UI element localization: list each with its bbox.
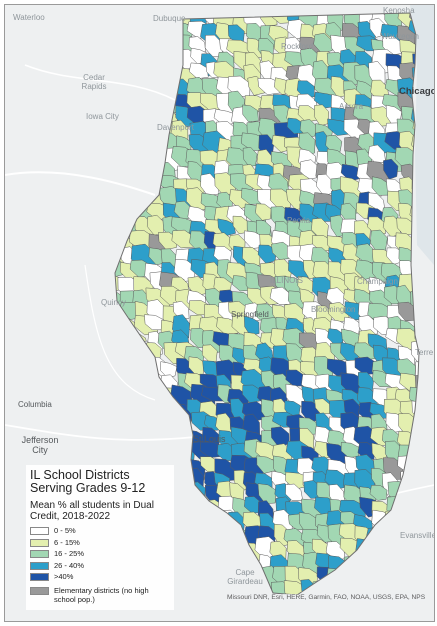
district-polygon[interactable]: [257, 483, 277, 504]
district-polygon[interactable]: [242, 246, 261, 267]
place-bloomington: Bloomington: [311, 305, 356, 314]
district-polygon[interactable]: [383, 158, 399, 180]
district-polygon[interactable]: [325, 134, 343, 154]
legend-label: 16 - 25%: [54, 549, 85, 558]
district-polygon[interactable]: [269, 188, 292, 210]
district-polygon[interactable]: [172, 301, 190, 319]
legend-swatch: [30, 573, 49, 581]
place-waukegan: Waukegan: [381, 32, 419, 41]
district-polygon[interactable]: [415, 361, 434, 385]
legend-subtitle: Mean % all students in Dual Credit, 2018…: [30, 500, 154, 522]
district-polygon[interactable]: [296, 80, 315, 99]
legend-label: 0 - 5%: [54, 526, 76, 535]
legend-item-elementary: Elementary districts (no high school pop…: [30, 586, 174, 608]
place-columbia: Columbia: [18, 400, 52, 409]
place-waterloo: Waterloo: [13, 13, 45, 22]
district-polygon[interactable]: [230, 398, 246, 422]
district-polygon[interactable]: [369, 485, 388, 501]
legend-item-16-25: 16 - 25%: [30, 549, 174, 561]
place-illinois: ILLINOIS: [270, 276, 303, 285]
place-evansville: Evansville: [400, 531, 435, 540]
legend-label: >40%: [54, 572, 74, 581]
place-chicago: Chicago: [399, 86, 435, 97]
place-iowa-city: Iowa City: [86, 112, 119, 121]
district-polygon[interactable]: [217, 218, 236, 237]
legend-title: IL School Districts Serving Grades 9-12: [30, 468, 146, 495]
place-st-louis: St Louis: [193, 434, 226, 444]
choropleth-map[interactable]: [5, 5, 434, 621]
district-polygon[interactable]: [244, 315, 260, 336]
district-polygon[interactable]: [411, 340, 431, 364]
legend-item-0-5: 0 - 5%: [30, 526, 174, 538]
place-jefferson-city: Jefferson City: [21, 435, 59, 455]
place-champaign: Champaign: [357, 277, 398, 286]
district-polygon[interactable]: [340, 202, 357, 223]
legend-item-6-15: 6 - 15%: [30, 538, 174, 550]
district-polygon[interactable]: [313, 32, 333, 54]
legend-item-26-40: 26 - 40%: [30, 561, 174, 573]
legend-swatch: [30, 586, 49, 595]
legend-swatch: [30, 550, 49, 558]
place-rockford: Rockford: [281, 42, 314, 51]
place-aurora: Aurora: [339, 102, 364, 111]
place-quincy: Quincy: [101, 298, 126, 307]
legend-label: 6 - 15%: [54, 537, 80, 547]
place-terre-haute: Terre Haute: [415, 348, 434, 357]
district-polygon[interactable]: [299, 119, 317, 138]
legend-item-over-40: >40%: [30, 572, 174, 584]
place-peoria: Peoria: [287, 216, 311, 225]
place-springfield: Springfield: [231, 310, 269, 319]
legend-swatch: [30, 561, 49, 570]
district-polygon[interactable]: [412, 118, 434, 138]
legend-label: 26 - 40%: [54, 560, 85, 570]
legend-swatch: [30, 538, 49, 547]
map-frame[interactable]: Waterloo Dubuque Kenosha Waukegan Rockfo…: [4, 4, 435, 622]
place-davenport: Davenport: [157, 123, 194, 132]
map-attribution: Missouri DNR, Esri, HERE, Garmin, FAO, N…: [227, 594, 426, 601]
legend-swatch: [30, 527, 49, 535]
map-legend: IL School Districts Serving Grades 9-12 …: [26, 465, 174, 610]
place-cape-girardeau: Cape Girardeau: [227, 568, 263, 586]
district-polygon[interactable]: [367, 216, 386, 235]
place-dubuque: Dubuque: [153, 14, 186, 23]
district-polygon[interactable]: [159, 361, 178, 378]
district-polygon[interactable]: [242, 147, 258, 167]
district-polygon[interactable]: [368, 61, 386, 86]
place-kenosha: Kenosha: [383, 6, 415, 15]
district-polygon[interactable]: [255, 203, 272, 221]
legend-label: Elementary districts (no high school pop…: [54, 585, 149, 604]
place-cedar-rapids: Cedar Rapids: [81, 73, 107, 91]
district-polygon[interactable]: [201, 344, 218, 362]
illinois-border: [114, 12, 420, 596]
district-polygon[interactable]: [326, 287, 345, 307]
district-polygon[interactable]: [188, 62, 209, 79]
district-polygon[interactable]: [242, 104, 259, 123]
